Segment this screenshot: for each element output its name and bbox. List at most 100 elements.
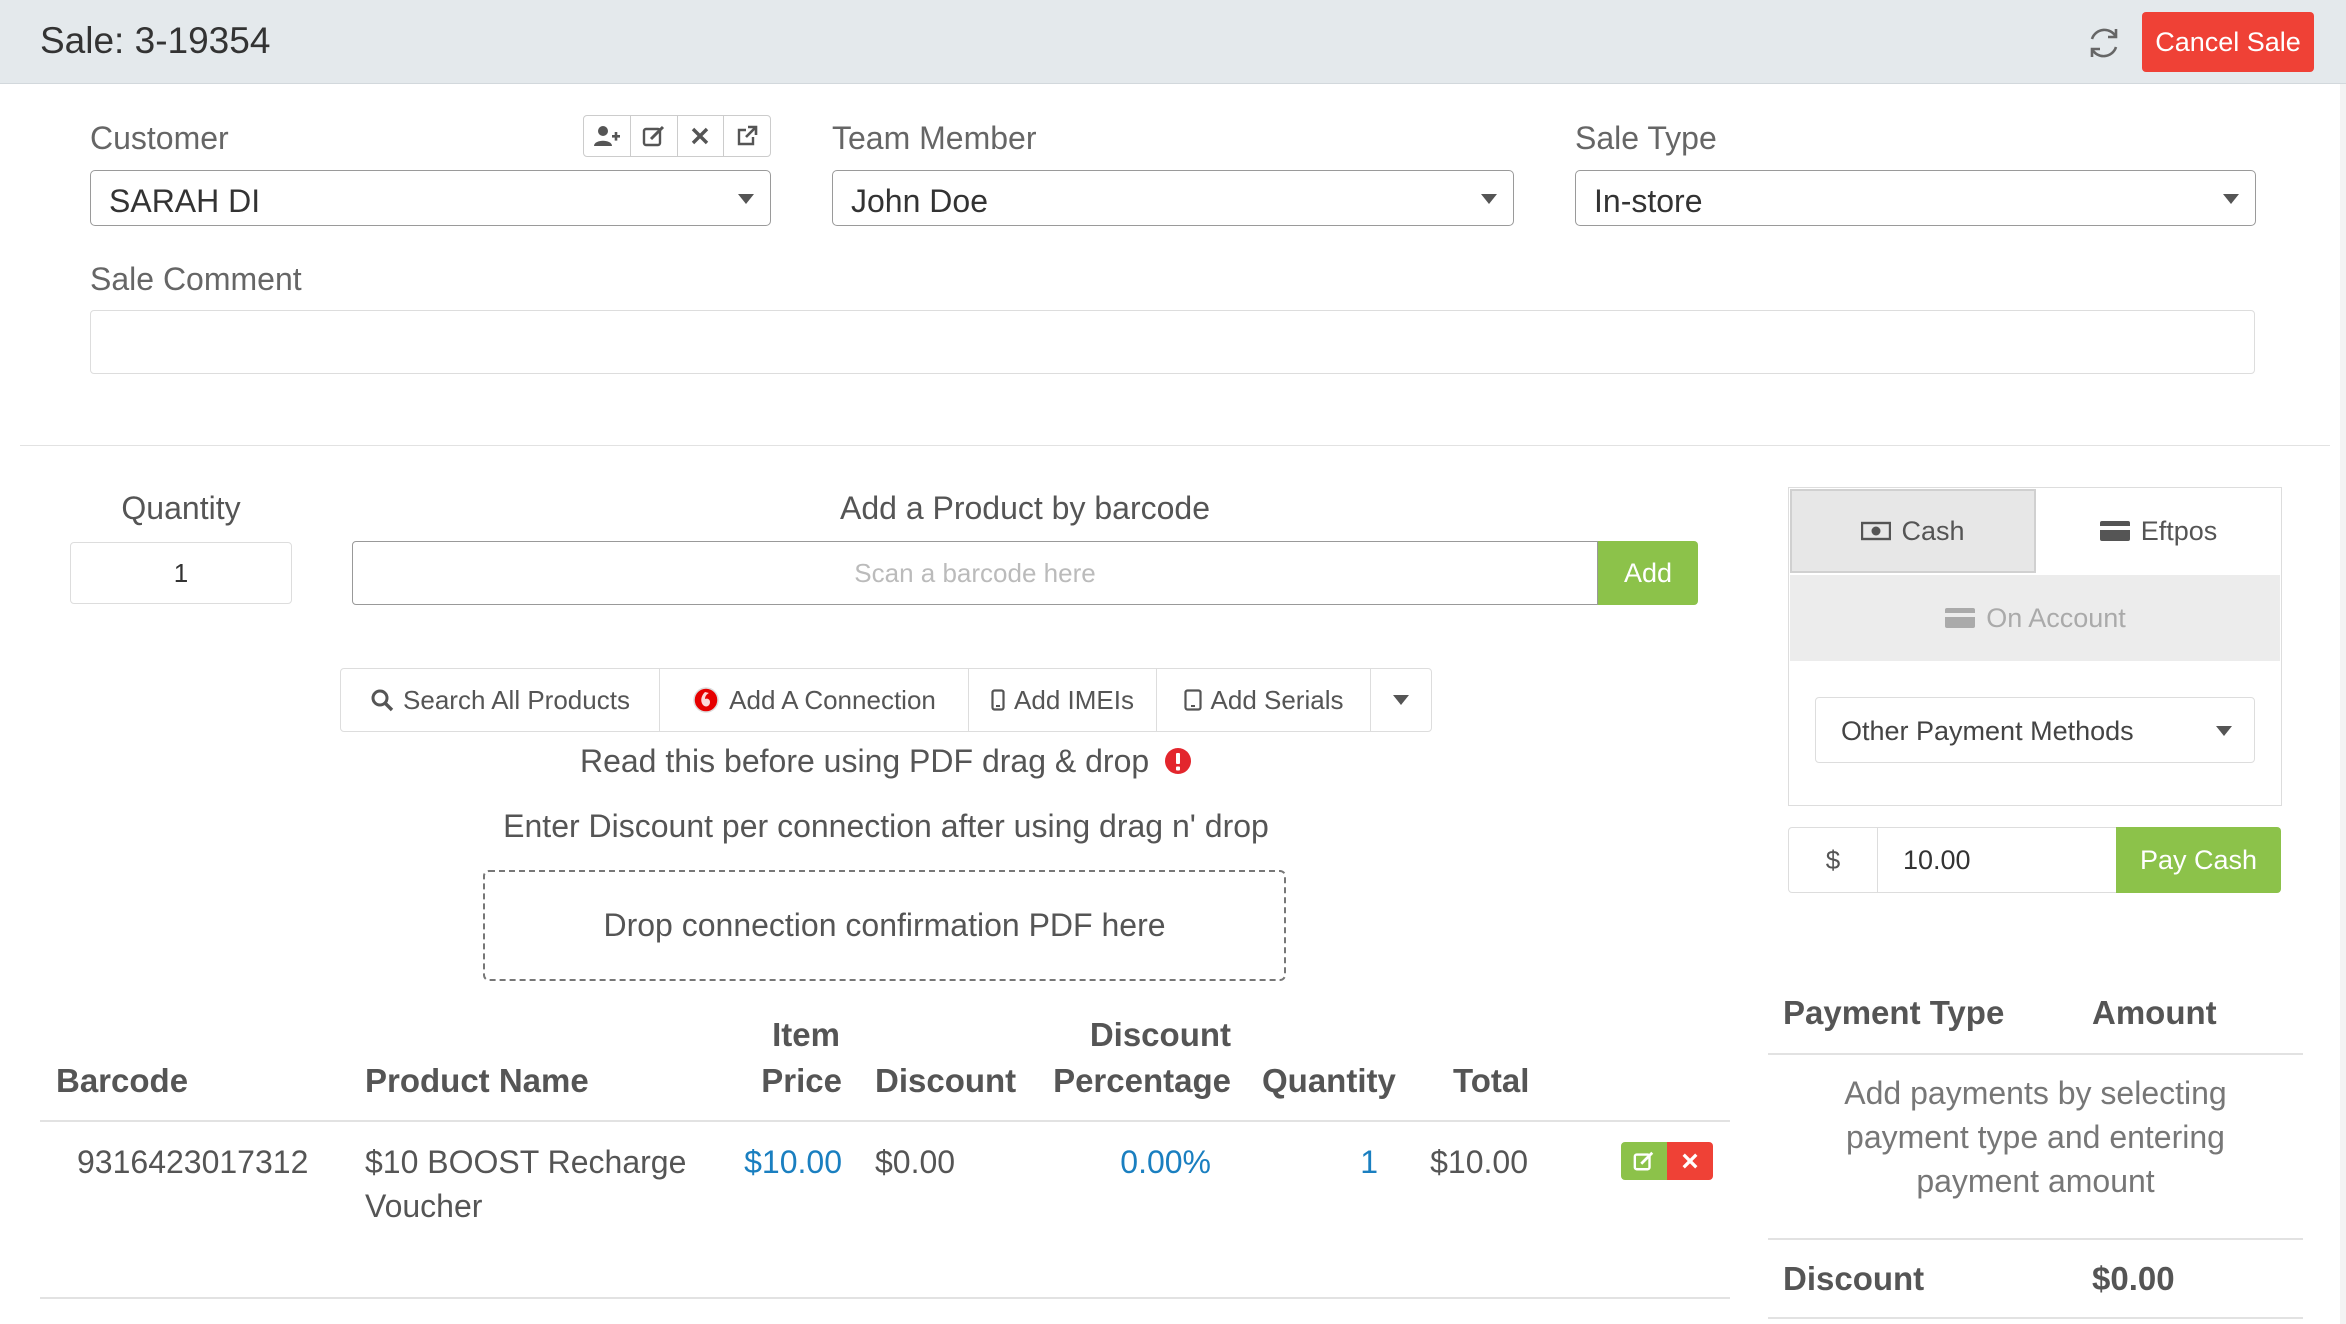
row-discount-percentage[interactable]: 0.00% bbox=[1120, 1144, 1211, 1180]
open-customer-icon[interactable] bbox=[724, 116, 770, 156]
col-header-total: Total bbox=[1453, 1062, 1530, 1099]
payment-empty-line2: payment type and entering bbox=[1846, 1119, 2225, 1155]
chevron-down-icon bbox=[2223, 194, 2239, 204]
chevron-down-icon bbox=[1393, 695, 1409, 705]
cancel-sale-button[interactable]: Cancel Sale bbox=[2142, 12, 2314, 72]
sale-comment-label: Sale Comment bbox=[90, 261, 302, 297]
customer-label: Customer bbox=[90, 120, 229, 156]
payment-bottom-divider bbox=[1768, 1317, 2303, 1319]
pay-cash-button[interactable]: Pay Cash bbox=[2116, 827, 2281, 893]
mobile-phone-icon bbox=[991, 689, 1005, 711]
row-quantity[interactable]: 1 bbox=[1360, 1144, 1378, 1180]
col-header-item-price-line1: Item bbox=[772, 1016, 840, 1053]
col-header-product-name: Product Name bbox=[365, 1062, 589, 1099]
team-member-select[interactable]: John Doe bbox=[832, 170, 1514, 226]
quantity-label: Quantity bbox=[121, 490, 241, 526]
row-product-name-line1: $10 BOOST Recharge bbox=[365, 1144, 687, 1180]
row-item-price[interactable]: $10.00 bbox=[744, 1144, 842, 1180]
search-all-products-button[interactable]: Search All Products bbox=[341, 669, 660, 731]
money-icon bbox=[1861, 521, 1892, 541]
quantity-input[interactable]: 1 bbox=[70, 542, 292, 604]
add-imeis-button[interactable]: Add IMEIs bbox=[969, 669, 1157, 731]
pdf-notice-text: Read this before using PDF drag & drop bbox=[579, 743, 1150, 779]
page-title: Sale: 3-19354 bbox=[40, 20, 271, 61]
payment-summary-divider bbox=[1768, 1238, 2303, 1240]
payment-header-divider bbox=[1768, 1053, 2303, 1055]
row-edit-button[interactable] bbox=[1621, 1142, 1667, 1180]
payment-empty-line3: payment amount bbox=[1916, 1163, 2155, 1199]
payment-type-header: Payment Type bbox=[1783, 994, 2005, 1031]
col-header-item-price-line2: Price bbox=[761, 1062, 842, 1099]
chevron-down-icon bbox=[1481, 194, 1497, 204]
col-header-discount: Discount bbox=[875, 1062, 1017, 1099]
add-imeis-label: Add IMEIs bbox=[1014, 684, 1134, 715]
sale-type-label: Sale Type bbox=[1575, 120, 1717, 156]
sale-type-select[interactable]: In-store bbox=[1575, 170, 2256, 226]
remove-customer-icon[interactable] bbox=[678, 116, 725, 156]
row-delete-button[interactable] bbox=[1667, 1142, 1713, 1180]
edit-customer-icon[interactable] bbox=[631, 116, 678, 156]
vodafone-logo-icon bbox=[693, 687, 719, 713]
close-icon bbox=[1682, 1153, 1698, 1169]
add-customer-icon[interactable] bbox=[584, 116, 631, 156]
sale-type-select-value: In-store bbox=[1594, 183, 1703, 219]
barcode-label: Add a Product by barcode bbox=[839, 490, 1210, 526]
col-header-discount-percentage: Discount Percentage bbox=[1045, 1012, 1231, 1104]
discount-summary-value: $0.00 bbox=[2092, 1260, 2175, 1297]
row-product-name: $10 BOOST Recharge Voucher bbox=[365, 1140, 686, 1228]
search-all-products-label: Search All Products bbox=[403, 684, 630, 715]
add-connection-button[interactable]: Add A Connection bbox=[660, 669, 969, 731]
payment-amount-input[interactable]: 10.00 bbox=[1877, 827, 2117, 893]
payment-amount-header: Amount bbox=[2092, 994, 2217, 1031]
tab-on-account-label: On Account bbox=[1986, 602, 2126, 633]
customer-action-buttons bbox=[583, 115, 771, 157]
tab-cash-label: Cash bbox=[1901, 515, 1965, 546]
row-total: $10.00 bbox=[1430, 1144, 1528, 1180]
team-member-select-value: John Doe bbox=[851, 183, 988, 219]
payment-empty-message: Add payments by selecting payment type a… bbox=[1768, 1071, 2303, 1203]
other-payment-methods-select[interactable]: Other Payment Methods bbox=[1815, 697, 2255, 763]
add-serials-label: Add Serials bbox=[1210, 684, 1344, 715]
search-icon bbox=[371, 689, 394, 712]
add-product-button[interactable]: Add bbox=[1598, 541, 1698, 605]
discount-notice: Enter Discount per connection after usin… bbox=[503, 808, 1269, 844]
col-header-quantity: Quantity bbox=[1262, 1062, 1396, 1099]
barcode-input[interactable]: Scan a barcode here bbox=[352, 541, 1598, 605]
currency-addon: $ bbox=[1788, 827, 1878, 893]
more-actions-dropdown[interactable] bbox=[1371, 669, 1431, 731]
pdf-drop-zone[interactable]: Drop connection confirmation PDF here bbox=[483, 870, 1286, 981]
col-header-barcode: Barcode bbox=[56, 1062, 189, 1099]
chevron-down-icon bbox=[738, 194, 754, 204]
customer-select-value: SARAH DI bbox=[109, 183, 261, 219]
sale-comment-input[interactable] bbox=[90, 310, 2255, 374]
chevron-down-icon bbox=[2216, 726, 2232, 736]
table-bottom-divider bbox=[40, 1297, 1730, 1299]
add-serials-button[interactable]: Add Serials bbox=[1157, 669, 1371, 731]
tablet-icon bbox=[1183, 689, 1202, 711]
team-member-label: Team Member bbox=[832, 120, 1037, 156]
vertical-scrollbar[interactable] bbox=[2340, 84, 2346, 1324]
credit-card-icon bbox=[1945, 608, 1976, 628]
row-product-name-line2: Voucher bbox=[365, 1188, 483, 1224]
other-payment-methods-label: Other Payment Methods bbox=[1841, 716, 2134, 746]
tab-on-account[interactable]: On Account bbox=[1790, 575, 2280, 661]
tab-eftpos[interactable]: Eftpos bbox=[2036, 489, 2280, 573]
row-discount: $0.00 bbox=[875, 1144, 956, 1180]
pdf-notice[interactable]: Read this before using PDF drag & drop bbox=[340, 743, 1432, 780]
tab-cash[interactable]: Cash bbox=[1790, 489, 2036, 573]
col-header-item-price: Item Price bbox=[700, 1012, 842, 1104]
tab-eftpos-label: Eftpos bbox=[2140, 515, 2218, 546]
customer-select[interactable]: SARAH DI bbox=[90, 170, 771, 226]
row-barcode: 9316423017312 bbox=[77, 1144, 309, 1180]
credit-card-icon bbox=[2099, 521, 2130, 541]
alert-circle-icon[interactable] bbox=[1164, 747, 1192, 775]
section-divider bbox=[20, 445, 2330, 446]
discount-summary-label: Discount bbox=[1783, 1260, 1925, 1297]
col-header-discount-percentage-line2: Percentage bbox=[1053, 1062, 1231, 1099]
col-header-discount-percentage-line1: Discount bbox=[1089, 1016, 1231, 1053]
add-connection-label: Add A Connection bbox=[729, 684, 936, 715]
refresh-icon[interactable] bbox=[2085, 24, 2123, 62]
product-action-bar: Search All Products Add A Connection Add… bbox=[340, 668, 1432, 732]
payment-empty-line1: Add payments by selecting bbox=[1844, 1075, 2227, 1111]
top-bar bbox=[0, 0, 2346, 84]
